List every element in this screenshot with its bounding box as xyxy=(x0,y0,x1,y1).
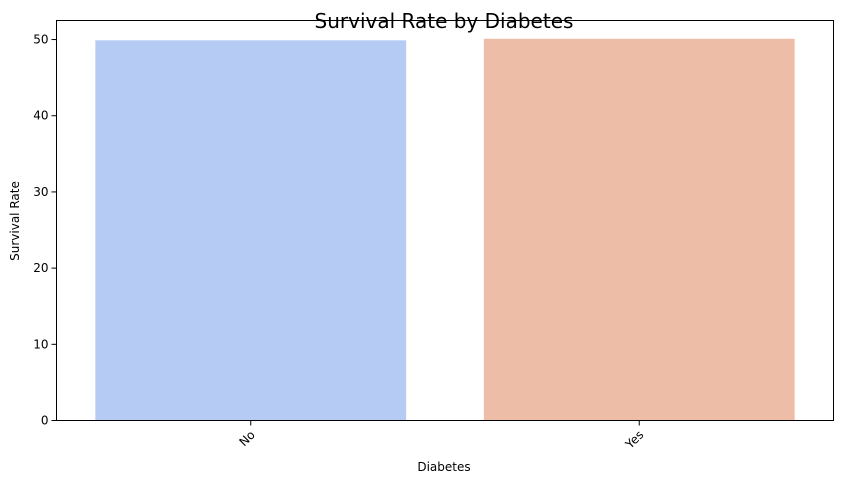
y-tick-label: 50 xyxy=(33,33,48,47)
y-tick-label: 30 xyxy=(33,185,48,199)
y-tick-label: 10 xyxy=(33,337,48,351)
x-axis-ticks: No Yes xyxy=(236,420,646,452)
y-tick-label: 40 xyxy=(33,109,48,123)
x-tick-label: No xyxy=(236,428,257,449)
x-axis-label: Diabetes xyxy=(417,460,470,474)
bars-layer xyxy=(95,38,795,421)
y-tick-label: 20 xyxy=(33,261,48,275)
plot-frame xyxy=(56,20,834,421)
y-tick-label: 0 xyxy=(41,414,49,428)
y-axis-label: Survival Rate xyxy=(8,181,22,261)
bar-yes xyxy=(483,38,795,421)
bar-no xyxy=(95,40,407,421)
y-axis-ticks: 0 10 20 30 40 50 xyxy=(33,33,57,428)
x-tick-label: Yes xyxy=(622,428,646,452)
